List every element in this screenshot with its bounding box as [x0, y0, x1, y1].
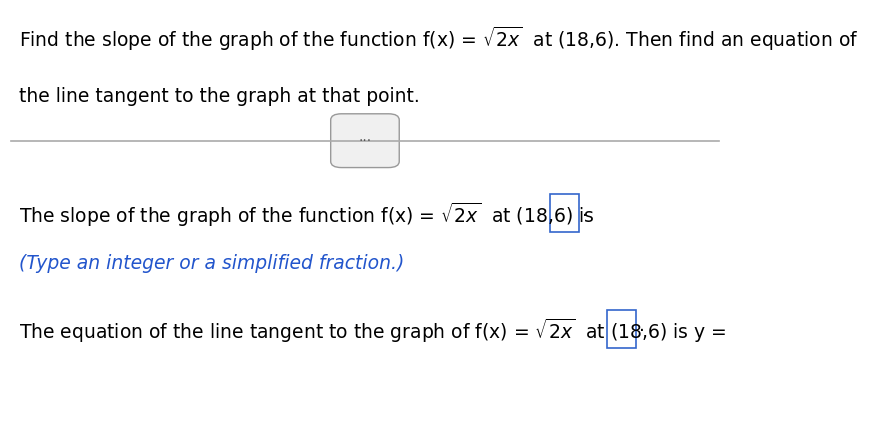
Text: .: .	[582, 200, 588, 220]
Text: ···: ···	[359, 134, 372, 148]
Text: (Type an integer or a simplified fraction.): (Type an integer or a simplified fractio…	[19, 254, 404, 273]
Text: the line tangent to the graph at that point.: the line tangent to the graph at that po…	[19, 87, 419, 106]
Text: Find the slope of the graph of the function f(x) = $\sqrt{2x}$  at (18,6). Then : Find the slope of the graph of the funct…	[19, 25, 858, 53]
Text: The slope of the graph of the function f(x) = $\sqrt{2x}$  at (18,6) is: The slope of the graph of the function f…	[19, 200, 595, 229]
FancyBboxPatch shape	[550, 195, 579, 232]
Text: .: .	[640, 316, 645, 335]
FancyBboxPatch shape	[607, 310, 636, 347]
FancyBboxPatch shape	[331, 114, 400, 168]
Text: The equation of the line tangent to the graph of f(x) = $\sqrt{2x}$  at (18,6) i: The equation of the line tangent to the …	[19, 316, 728, 345]
